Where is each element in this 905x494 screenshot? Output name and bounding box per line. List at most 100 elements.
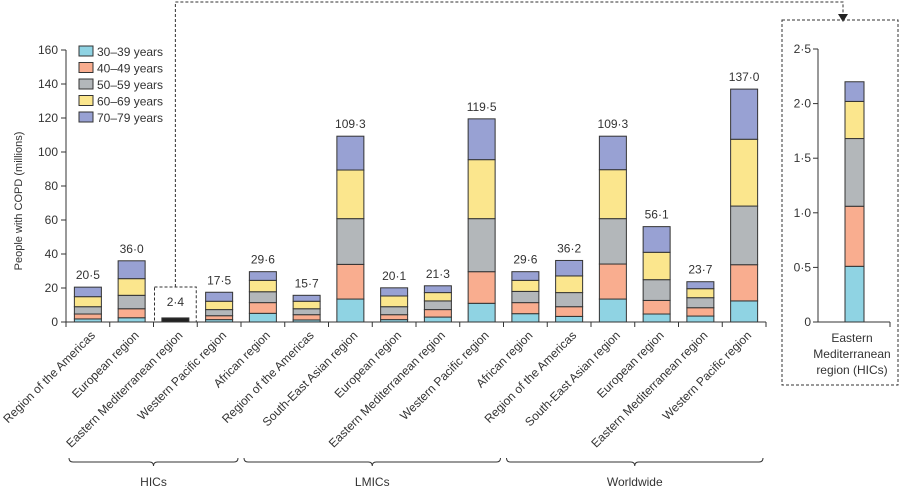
bar-segment: [248, 279, 277, 293]
bar-segment: [117, 308, 146, 319]
bar-stack: [205, 291, 234, 323]
legend-label: 70–79 years: [97, 111, 163, 125]
bar-segment: [380, 287, 409, 297]
group-brace: [243, 457, 501, 467]
bar-total-label: 119·5: [467, 100, 497, 114]
bar-segment: [642, 279, 671, 301]
bar-segment: [686, 281, 715, 290]
bar-segment: [511, 271, 540, 281]
bar-segment: [380, 295, 409, 308]
group-brace: [506, 457, 764, 467]
bar-segment: [686, 288, 715, 299]
bar-segment: [336, 263, 365, 300]
bar-segment: [555, 259, 584, 277]
bar-segment: [511, 290, 540, 304]
legend-swatch: [78, 62, 94, 73]
bar-stack: [423, 285, 452, 323]
bar-segment: [117, 294, 146, 310]
bar-segment: [467, 118, 496, 161]
bar-segment: [205, 300, 234, 311]
inset-x-label: Eastern: [831, 331, 872, 345]
y-tick-label: 120: [38, 111, 58, 125]
bar-segment: [423, 285, 452, 294]
bar-total-label: 56·1: [645, 208, 669, 222]
bar-segment: [686, 307, 715, 317]
bar-segment: [642, 251, 671, 281]
bar-segment: [555, 306, 584, 317]
legend-label: 50–59 years: [97, 78, 163, 92]
bar-stack: [730, 88, 759, 323]
y-tick-label: 80: [45, 179, 59, 193]
bar-total-label: 2·4: [167, 295, 185, 309]
inset-y-tick-label: 0·5: [794, 260, 812, 274]
bar-segment: [336, 298, 365, 323]
group-brace: [68, 457, 239, 467]
bar-stack: [336, 135, 365, 323]
bar-segment: [336, 169, 365, 220]
bar-stack: [642, 226, 671, 323]
bar-segment: [467, 271, 496, 304]
bar-segment: [336, 218, 365, 265]
inset-x-label: Mediterranean: [813, 347, 890, 361]
bar-segment: [423, 316, 452, 323]
bar-segment: [423, 292, 452, 302]
bar-total-label: 15·7: [295, 276, 319, 290]
bar-segment: [511, 302, 540, 315]
arrow-down-icon: [838, 14, 848, 22]
bar-segment: [205, 315, 234, 321]
bar-total-label: 21·3: [426, 267, 450, 281]
bar-segment: [205, 309, 234, 317]
inset-y-tick-label: 0: [804, 315, 811, 329]
x-tick-label: Western Pacific region: [660, 328, 755, 423]
bar-segment: [598, 169, 627, 220]
bar-segment: [467, 218, 496, 273]
bar-segment: [205, 291, 234, 302]
bar-segment: [642, 313, 671, 323]
bar-stack: [292, 294, 321, 323]
bar-stack: [598, 135, 627, 323]
bar-stack: [73, 286, 102, 323]
inset-chart: 0 0·5 1·0 1·5 2·0 2·5 Eastern Mediterranean regi…: [781, 19, 899, 386]
bar-total-label: 36·0: [120, 242, 144, 256]
bar-segment: [423, 300, 452, 311]
legend-label: 40–49 years: [97, 62, 163, 76]
bar-segment: [555, 315, 584, 323]
bar-segment: [511, 279, 540, 292]
bar-segment: [117, 260, 146, 280]
bar-total-label: 29·6: [251, 253, 275, 267]
bar-segment: [511, 313, 540, 323]
inset-y-tick-label: 2·5: [794, 42, 812, 56]
bar-stack: [117, 260, 146, 323]
bar-segment: [423, 309, 452, 318]
inset-bar-segment: [844, 81, 865, 102]
bar-stack: [467, 118, 496, 323]
bar-total-label: 20·5: [76, 268, 100, 282]
y-axis-label: People with COPD (millions): [13, 132, 25, 271]
inset-bar-segment: [844, 138, 865, 207]
bar-total-label: 29·6: [513, 253, 537, 267]
bar-segment: [730, 300, 759, 323]
bar-segment: [467, 159, 496, 220]
group-label: Worldwide: [607, 475, 663, 489]
bar-segment: [73, 296, 102, 308]
bar-segment: [730, 138, 759, 207]
bar-stack: [511, 271, 540, 323]
bar-total-label: 23·7: [688, 263, 712, 277]
bar-stack: [380, 287, 409, 323]
inset-bar-segment: [844, 100, 865, 140]
bar-segment: [292, 294, 321, 302]
group-label: LMICs: [355, 475, 390, 489]
legend-label: 60–69 years: [97, 95, 163, 109]
bar-segment: [73, 286, 102, 298]
y-tick-label: 140: [38, 77, 58, 91]
bar-segment: [730, 88, 759, 140]
bar-segment: [248, 271, 277, 281]
bar-segment: [555, 275, 584, 294]
group-label: HICs: [140, 475, 167, 489]
bar-total-label: 36·2: [557, 241, 581, 255]
inset-y-tick-label: 2·0: [794, 97, 812, 111]
inset-frame: [781, 19, 899, 386]
bar-segment: [555, 292, 584, 308]
bar-total-label: 109·3: [598, 117, 629, 131]
